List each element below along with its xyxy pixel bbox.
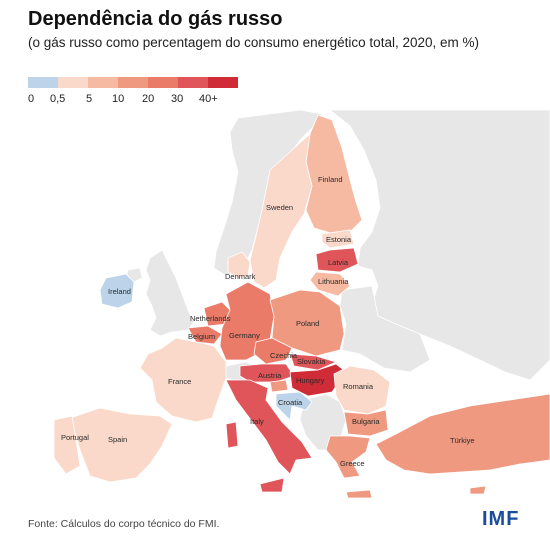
eu-countries	[53, 114, 550, 499]
country-labels: Finland Sweden Estonia Latvia Lithuania …	[61, 175, 475, 468]
europe-map: Finland Sweden Estonia Latvia Lithuania …	[0, 110, 550, 510]
country-estonia	[321, 229, 355, 249]
label-lithuania: Lithuania	[318, 277, 349, 286]
legend-swatch-2	[88, 77, 118, 88]
country-latvia	[315, 247, 359, 273]
label-turkiye: Türkiye	[450, 436, 475, 445]
label-hungary: Hungary	[296, 376, 325, 385]
legend-label-2: 5	[86, 93, 93, 105]
uk-land	[145, 249, 195, 337]
country-turkiye	[375, 393, 550, 475]
label-france: France	[168, 377, 191, 386]
label-czechia: Czechia	[270, 351, 298, 360]
label-denmark: Denmark	[225, 272, 256, 281]
country-crete	[345, 489, 373, 499]
label-italy: Italy	[250, 417, 264, 426]
label-portugal: Portugal	[61, 433, 89, 442]
label-estonia: Estonia	[326, 235, 352, 244]
country-lithuania	[309, 271, 351, 297]
country-cyprus	[469, 485, 487, 495]
label-sweden: Sweden	[266, 203, 293, 212]
country-belgium	[187, 325, 223, 345]
country-greece	[325, 435, 371, 479]
belarus-ukraine-land	[339, 285, 431, 373]
country-france	[139, 337, 227, 423]
country-sardinia	[225, 421, 239, 449]
country-bulgaria	[343, 409, 389, 437]
country-czechia	[253, 337, 293, 365]
country-slovenia	[269, 379, 289, 393]
country-portugal	[53, 415, 81, 475]
legend-swatch-3	[118, 77, 148, 88]
label-belgium: Belgium	[188, 332, 215, 341]
legend-swatch-0	[28, 77, 58, 88]
label-romania: Romania	[343, 382, 374, 391]
country-ireland	[99, 273, 135, 309]
label-croatia: Croatia	[278, 398, 303, 407]
label-latvia: Latvia	[328, 258, 349, 267]
label-bulgaria: Bulgaria	[352, 417, 380, 426]
legend-swatch-4	[148, 77, 178, 88]
label-slovakia: Slovakia	[297, 357, 326, 366]
legend-label-6: 40+	[199, 93, 218, 105]
color-legend: 0 0,5 5 10 20 30 40+	[28, 77, 238, 107]
legend-label-0: 0	[28, 93, 35, 105]
country-slovakia	[289, 353, 338, 371]
label-spain: Spain	[108, 435, 127, 444]
chart-subtitle: (o gás russo como percentagem do consumo…	[28, 35, 479, 50]
country-spain	[69, 407, 173, 483]
legend-swatch-6	[208, 77, 238, 88]
country-croatia	[275, 391, 313, 421]
chart-title: Dependência do gás russo	[28, 8, 283, 30]
source-note: Fonte: Cálculos do corpo técnico do FMI.	[28, 518, 220, 530]
map-svg: Finland Sweden Estonia Latvia Lithuania …	[0, 110, 550, 510]
legend-color-bar	[28, 77, 238, 88]
country-poland	[269, 289, 345, 357]
label-greece: Greece	[340, 459, 365, 468]
country-sicily	[259, 477, 285, 493]
legend-label-3: 10	[112, 93, 125, 105]
legend-label-1: 0,5	[50, 93, 66, 105]
legend-swatch-5	[178, 77, 208, 88]
imf-logo: IMF	[482, 508, 520, 530]
label-austria: Austria	[258, 371, 282, 380]
country-austria	[239, 363, 295, 383]
legend-label-5: 30	[171, 93, 184, 105]
label-finland: Finland	[318, 175, 343, 184]
label-germany: Germany	[229, 331, 260, 340]
country-sweden	[249, 132, 313, 289]
legend-labels: 0 0,5 5 10 20 30 40+	[28, 93, 238, 107]
label-netherlands: Netherlands	[190, 314, 231, 323]
legend-label-4: 20	[142, 93, 155, 105]
country-denmark	[227, 251, 251, 279]
country-italy	[225, 379, 313, 475]
label-poland: Poland	[296, 319, 319, 328]
country-romania	[333, 365, 391, 415]
label-ireland: Ireland	[108, 287, 131, 296]
legend-swatch-1	[58, 77, 88, 88]
